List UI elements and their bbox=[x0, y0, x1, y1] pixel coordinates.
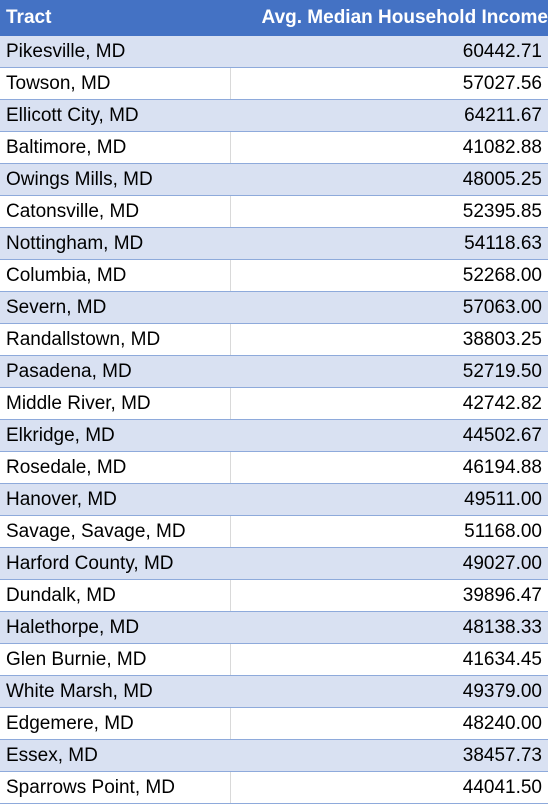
table-row: Towson, MD 57027.56 bbox=[0, 68, 548, 100]
table-row: Essex, MD 38457.73 bbox=[0, 740, 548, 772]
income-cell[interactable]: 48240.00 bbox=[462, 712, 542, 734]
table-row: Middle River, MD 42742.82 bbox=[0, 388, 548, 420]
table-row: Savage, Savage, MD 51168.00 bbox=[0, 516, 548, 548]
income-cell[interactable]: 52395.85 bbox=[462, 200, 542, 222]
income-cell[interactable]: 48138.33 bbox=[462, 616, 542, 638]
table-row: Hanover, MD 49511.00 bbox=[0, 484, 548, 516]
tract-cell[interactable]: Towson, MD bbox=[0, 68, 231, 99]
tract-cell[interactable]: Sparrows Point, MD bbox=[0, 772, 231, 803]
tract-cell[interactable]: Halethorpe, MD bbox=[0, 612, 231, 643]
tract-cell[interactable]: Columbia, MD bbox=[0, 260, 231, 291]
tract-cell[interactable]: Elkridge, MD bbox=[0, 420, 231, 451]
header-cell-income[interactable]: Avg. Median Household Income bbox=[261, 6, 548, 28]
tract-cell[interactable]: Harford County, MD bbox=[0, 548, 231, 579]
income-cell[interactable]: 41082.88 bbox=[462, 136, 542, 158]
income-cell[interactable]: 41634.45 bbox=[462, 648, 542, 670]
income-cell[interactable]: 52719.50 bbox=[462, 360, 542, 382]
income-cell[interactable]: 42742.82 bbox=[462, 392, 542, 414]
table-row: Halethorpe, MD 48138.33 bbox=[0, 612, 548, 644]
income-cell[interactable]: 49511.00 bbox=[464, 488, 542, 510]
table-row: Randallstown, MD 38803.25 bbox=[0, 324, 548, 356]
tract-cell[interactable]: Nottingham, MD bbox=[0, 228, 231, 259]
table-row: Nottingham, MD 54118.63 bbox=[0, 228, 548, 260]
income-cell[interactable]: 51168.00 bbox=[464, 520, 542, 542]
income-cell[interactable]: 48005.25 bbox=[462, 168, 542, 190]
income-cell[interactable]: 38457.73 bbox=[462, 744, 542, 766]
income-cell[interactable]: 39896.47 bbox=[462, 584, 542, 606]
header-cell-tract[interactable]: Tract bbox=[6, 6, 52, 28]
tract-cell[interactable]: Baltimore, MD bbox=[0, 132, 231, 163]
table-row: Rosedale, MD 46194.88 bbox=[0, 452, 548, 484]
tract-cell[interactable]: Randallstown, MD bbox=[0, 324, 231, 355]
table-row: Pikesville, MD 60442.71 bbox=[0, 36, 548, 68]
table-row: Glen Burnie, MD 41634.45 bbox=[0, 644, 548, 676]
tract-cell[interactable]: Savage, Savage, MD bbox=[0, 516, 231, 547]
income-cell[interactable]: 60442.71 bbox=[462, 40, 542, 62]
tract-cell[interactable]: Middle River, MD bbox=[0, 388, 231, 419]
income-cell[interactable]: 52268.00 bbox=[462, 264, 542, 286]
income-cell[interactable]: 49027.00 bbox=[462, 552, 542, 574]
table-row: White Marsh, MD 49379.00 bbox=[0, 676, 548, 708]
tract-cell[interactable]: Catonsville, MD bbox=[0, 196, 231, 227]
income-cell[interactable]: 46194.88 bbox=[462, 456, 542, 478]
tract-cell[interactable]: Essex, MD bbox=[0, 740, 231, 771]
income-cell[interactable]: 57027.56 bbox=[462, 72, 542, 94]
tract-cell[interactable]: Rosedale, MD bbox=[0, 452, 231, 483]
table-row: Harford County, MD 49027.00 bbox=[0, 548, 548, 580]
table-row: Dundalk, MD 39896.47 bbox=[0, 580, 548, 612]
table-row: Edgemere, MD 48240.00 bbox=[0, 708, 548, 740]
income-cell[interactable]: 57063.00 bbox=[462, 296, 542, 318]
table-row: Ellicott City, MD 64211.67 bbox=[0, 100, 548, 132]
income-cell[interactable]: 54118.63 bbox=[464, 232, 542, 254]
tract-cell[interactable]: Edgemere, MD bbox=[0, 708, 231, 739]
tract-cell[interactable]: Pasadena, MD bbox=[0, 356, 231, 387]
income-cell[interactable]: 44502.67 bbox=[462, 424, 542, 446]
table-header-row: Tract Avg. Median Household Income bbox=[0, 0, 548, 36]
income-cell[interactable]: 49379.00 bbox=[462, 680, 542, 702]
income-cell[interactable]: 44041.50 bbox=[462, 776, 542, 798]
tract-cell[interactable]: Hanover, MD bbox=[0, 484, 231, 515]
table-row: Columbia, MD 52268.00 bbox=[0, 260, 548, 292]
table-row: Pasadena, MD 52719.50 bbox=[0, 356, 548, 388]
tract-cell[interactable]: Dundalk, MD bbox=[0, 580, 231, 611]
tract-cell[interactable]: Pikesville, MD bbox=[0, 36, 231, 67]
table-row: Baltimore, MD 41082.88 bbox=[0, 132, 548, 164]
table-row: Catonsville, MD 52395.85 bbox=[0, 196, 548, 228]
table-row: Sparrows Point, MD 44041.50 bbox=[0, 772, 548, 804]
tract-cell[interactable]: Severn, MD bbox=[0, 292, 231, 323]
table-row: Owings Mills, MD 48005.25 bbox=[0, 164, 548, 196]
income-cell[interactable]: 64211.67 bbox=[464, 104, 542, 126]
tract-cell[interactable]: White Marsh, MD bbox=[0, 676, 231, 707]
tract-cell[interactable]: Ellicott City, MD bbox=[0, 100, 231, 131]
income-cell[interactable]: 38803.25 bbox=[462, 328, 542, 350]
table-row: Severn, MD 57063.00 bbox=[0, 292, 548, 324]
table-body: Pikesville, MD 60442.71 Towson, MD 57027.56… bbox=[0, 36, 548, 804]
tract-cell[interactable]: Glen Burnie, MD bbox=[0, 644, 231, 675]
tract-cell[interactable]: Owings Mills, MD bbox=[0, 164, 231, 195]
table-row: Elkridge, MD 44502.67 bbox=[0, 420, 548, 452]
